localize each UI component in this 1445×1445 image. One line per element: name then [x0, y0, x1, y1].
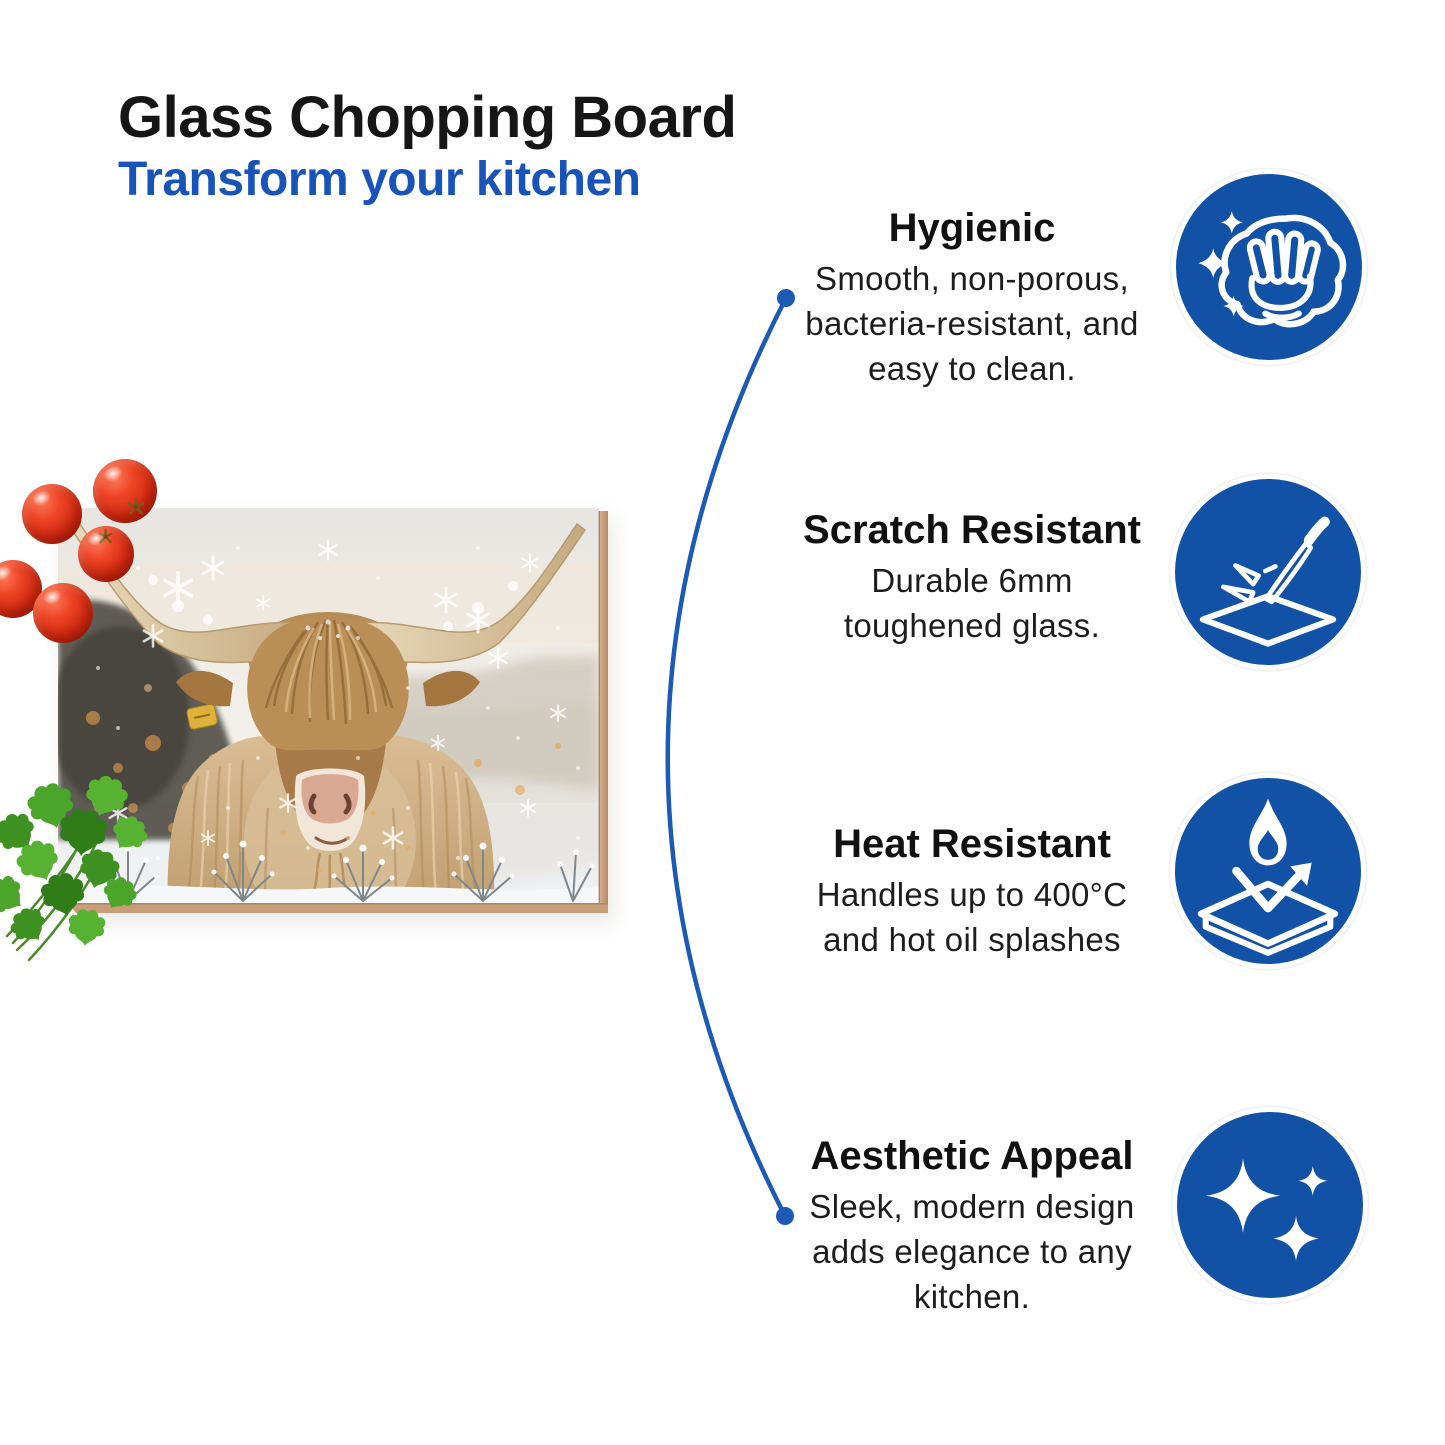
feature-title: Heat Resistant [833, 822, 1111, 866]
cow-board-illustration [50, 508, 643, 935]
feature-description-line: adds elegance to any [812, 1233, 1132, 1270]
feature-icon-circle-heat [1170, 773, 1366, 969]
feature-description-line: Sleek, modern design [809, 1188, 1135, 1225]
tomato [22, 484, 82, 544]
wood-edge [68, 511, 608, 913]
frosted-plants [58, 840, 599, 903]
feature-description-line: Smooth, non-porous, [815, 260, 1129, 297]
feature-description-line: kitchen. [913, 1278, 1031, 1315]
feature-title: Scratch Resistant [803, 508, 1141, 552]
feature-description-line: toughened glass. [843, 607, 1101, 644]
sparkles-icon [1205, 1158, 1328, 1261]
feature-description-line: and hot oil splashes [823, 921, 1121, 958]
wiping-hand-icon [1198, 211, 1347, 328]
tomato [78, 526, 134, 582]
page-tagline: Transform your kitchen [118, 153, 641, 206]
highland-cow-illustration [70, 522, 587, 935]
feature-description-line: easy to clean. [868, 350, 1076, 387]
feature-aesthetic-appeal: Aesthetic Appeal Sleek, modern design ad… [752, 1128, 1192, 1319]
feature-title: Aesthetic Appeal [810, 1134, 1134, 1178]
product-photo [50, 508, 643, 935]
connector-dot-top [777, 289, 795, 307]
parsley-garnish [0, 771, 150, 962]
feature-scratch-resistant: Scratch Resistant Durable 6mm toughened … [752, 502, 1192, 648]
feature-icon-circle-aesthetic [1172, 1107, 1368, 1303]
feature-title: Hygienic [888, 206, 1056, 250]
body-fur-strokes [186, 759, 478, 901]
feature-hygienic: Hygienic Smooth, non-porous, bacteria-re… [752, 200, 1192, 391]
feature-icon-circle-hygienic [1171, 169, 1367, 365]
tomato-stem [98, 528, 114, 544]
page-title: Glass Chopping Board [118, 85, 737, 150]
feature-heat-resistant: Heat Resistant Handles up to 400°C and h… [752, 816, 1192, 962]
flame-surface-icon [1197, 798, 1339, 956]
tomato [93, 459, 157, 523]
knife-scratch-icon [1199, 516, 1337, 647]
feature-description-line: Handles up to 400°C [816, 876, 1128, 913]
ear-tag [186, 703, 218, 730]
snow-dots [96, 546, 580, 860]
feature-icon-circle-scratch [1170, 474, 1366, 670]
feature-description-line: Durable 6mm [871, 562, 1073, 599]
tomato [33, 583, 93, 643]
tomato-stem [127, 498, 145, 515]
connector-dot-bottom [776, 1207, 794, 1225]
feature-description-line: bacteria-resistant, and [805, 305, 1139, 342]
